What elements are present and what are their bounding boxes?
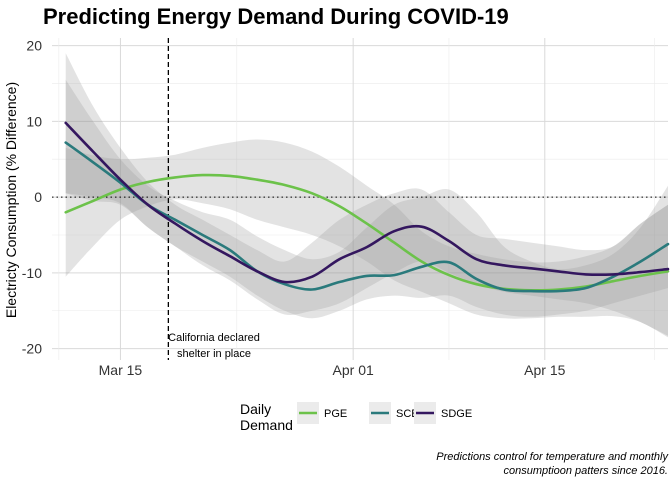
legend: Daily Demand PGE SCE SDGE: [240, 401, 472, 433]
series-line-sdge: [64, 121, 670, 284]
caption-line-2: consumptioon patters since 2016.: [504, 465, 669, 477]
band-sce: [65, 79, 668, 319]
y-tick-label: 10: [26, 113, 42, 129]
x-tick-label: Apr 01: [333, 362, 374, 378]
legend-label-sdge: SDGE: [441, 408, 472, 420]
legend-label-pge: PGE: [324, 408, 347, 420]
y-tick-label: -10: [22, 265, 42, 281]
chart-title: Predicting Energy Demand During COVID-19: [43, 4, 509, 29]
y-tick-label: 0: [34, 189, 42, 205]
legend-title-line-1: Daily: [240, 401, 271, 417]
annotation-line-1: California declared: [168, 332, 260, 344]
gridlines: [52, 38, 668, 360]
x-tick-label: Mar 15: [99, 362, 143, 378]
x-axis-ticks: Mar 15 Apr 01 Apr 15: [99, 362, 566, 378]
band-pge: [65, 139, 668, 338]
legend-title-line-2: Demand: [240, 417, 293, 433]
confidence-bands: [65, 53, 668, 338]
x-tick-label: Apr 15: [524, 362, 565, 378]
y-tick-label: -20: [22, 341, 42, 357]
series-line-pge: [64, 173, 670, 292]
legend-items: PGE SCE SDGE: [297, 402, 472, 424]
reference-lines: [52, 38, 668, 360]
series-lines: [64, 121, 670, 293]
y-tick-label: 20: [26, 38, 42, 54]
series-line-sce: [64, 141, 670, 293]
annotation-line-2: shelter in place: [177, 348, 251, 360]
legend-label-sce: SCE: [396, 408, 419, 420]
caption-line-1: Predictions control for temperature and …: [436, 451, 669, 463]
y-axis-ticks: 20 10 0 -10 -20: [22, 38, 42, 357]
y-axis-label: Electricty Consumption (% Difference): [3, 82, 19, 318]
band-sdge: [65, 53, 668, 336]
